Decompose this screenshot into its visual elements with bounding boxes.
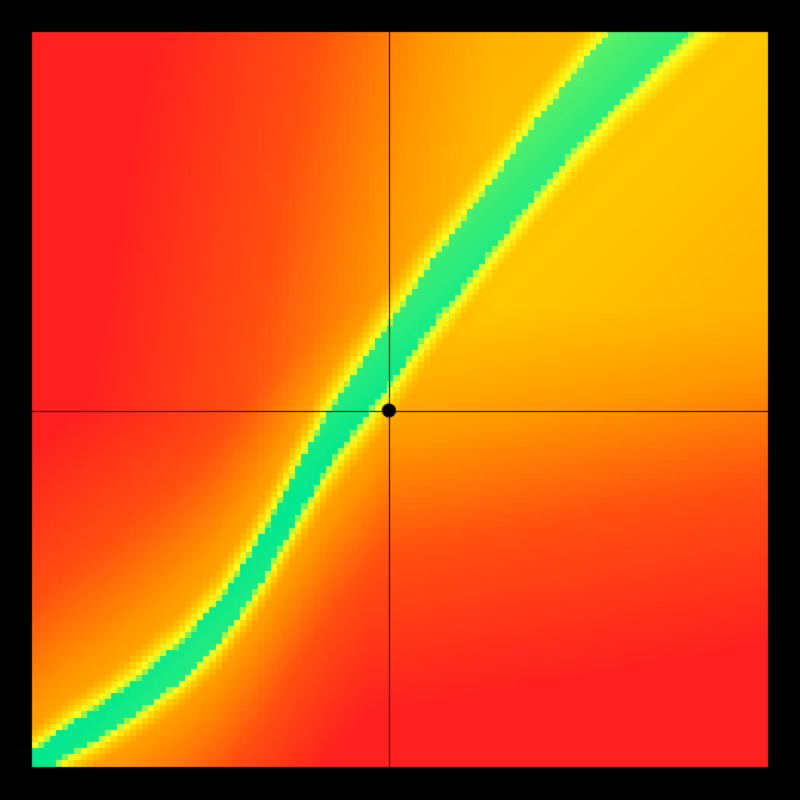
- watermark-text: TheBottleneck.com: [569, 2, 790, 30]
- bottleneck-heatmap: [0, 0, 800, 800]
- chart-container: TheBottleneck.com: [0, 0, 800, 800]
